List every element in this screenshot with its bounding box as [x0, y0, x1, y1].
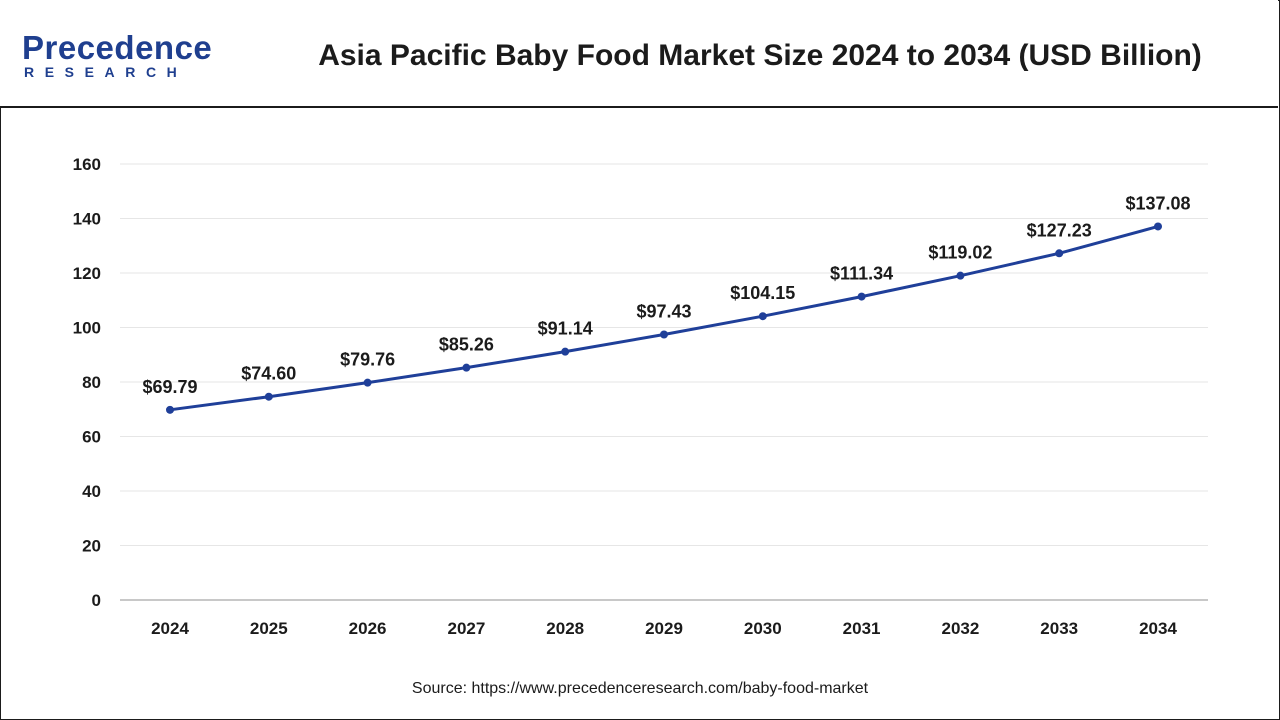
x-tick-label: 2026 [349, 619, 387, 638]
data-label: $69.79 [142, 377, 197, 397]
x-tick-label: 2032 [941, 619, 979, 638]
data-label: $111.34 [830, 264, 893, 284]
source-note: Source: https://www.precedenceresearch.c… [411, 680, 869, 697]
data-label: $127.23 [1027, 220, 1092, 240]
data-point [462, 363, 471, 372]
logo-subtitle: RESEARCH [24, 64, 188, 80]
x-tick-label: 2030 [744, 619, 782, 638]
logo-wordmark: Precedence [22, 29, 213, 66]
x-tick-label: 2028 [546, 619, 584, 638]
x-tick-label: 2024 [151, 619, 189, 638]
y-tick-label: 80 [82, 373, 101, 392]
y-tick-label: 20 [82, 537, 101, 556]
data-point [857, 292, 866, 301]
data-point [166, 405, 174, 414]
y-tick-label: 120 [73, 264, 101, 283]
y-tick-label: 0 [92, 591, 101, 610]
chart-title: Asia Pacific Baby Food Market Size 2024 … [318, 39, 1202, 72]
data-label: $104.15 [730, 283, 795, 303]
x-tick-label: 2029 [645, 619, 683, 638]
x-tick-label: 2034 [1139, 619, 1177, 638]
data-point [1154, 222, 1162, 231]
y-tick-label: 60 [82, 428, 101, 447]
data-point [561, 347, 570, 356]
data-point [758, 312, 767, 321]
data-label: $74.60 [241, 364, 296, 384]
data-point [264, 392, 273, 401]
brand-logo: Precedence RESEARCH [22, 30, 212, 82]
x-tick-label: 2031 [843, 619, 881, 638]
data-label: $137.08 [1125, 193, 1190, 213]
data-label: $97.43 [636, 302, 691, 322]
data-label: $79.76 [340, 350, 395, 370]
y-tick-label: 100 [73, 319, 101, 338]
data-point [956, 271, 965, 280]
line-chart: 0 20 40 60 80 100 120 140 160 2024 2025 2026 2027 202… [73, 155, 1208, 638]
data-point [1055, 249, 1064, 258]
data-label: $119.02 [928, 243, 992, 263]
x-tick-label: 2025 [250, 619, 288, 638]
data-label: $85.26 [439, 335, 494, 355]
x-tick-label: 2027 [447, 619, 485, 638]
y-tick-label: 160 [73, 155, 101, 174]
header: Precedence RESEARCH Asia Pacific Baby Fo… [0, 0, 1278, 108]
data-point [660, 330, 668, 339]
y-tick-label: 140 [73, 210, 101, 229]
y-tick-label: 40 [82, 482, 101, 501]
data-label: $91.14 [538, 319, 593, 339]
data-point [363, 378, 372, 387]
x-tick-label: 2033 [1040, 619, 1078, 638]
